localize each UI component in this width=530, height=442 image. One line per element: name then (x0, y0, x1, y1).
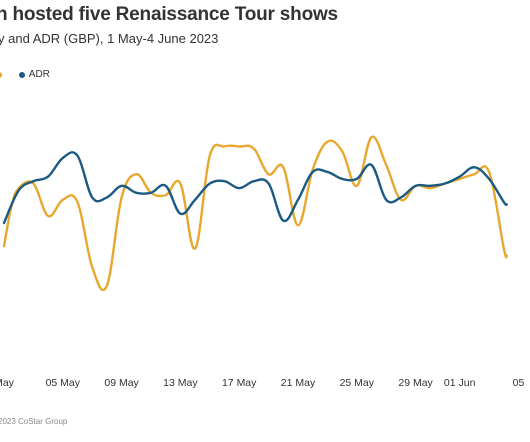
chart-title: n hosted five Renaissance Tour shows (0, 4, 338, 25)
series-line-occupancy (2, 135, 508, 292)
x-tick-label: 05 May (46, 377, 81, 389)
legend: ADR (0, 69, 60, 81)
series-layer (2, 135, 508, 292)
x-tick-label: 05 (513, 377, 525, 389)
series-line-adr (2, 151, 508, 225)
x-tick-label: 17 May (222, 377, 257, 389)
x-tick-label: 09 May (104, 377, 139, 389)
legend-item-adr[interactable]: ADR (18, 69, 50, 80)
x-tick-label: 21 May (281, 377, 316, 389)
x-tick-label: May (0, 377, 15, 389)
chart-subtitle: y and ADR (GBP), 1 May-4 June 2023 (0, 31, 219, 46)
legend-dot-occupancy (0, 71, 2, 78)
x-tick-label: 01 Jun (444, 377, 476, 389)
x-tick-label: 29 May (398, 377, 433, 389)
legend-dot-adr (18, 71, 25, 78)
source-credit: 2023 CoStar Group (0, 417, 68, 426)
x-tick-label: 25 May (340, 377, 375, 389)
legend-item-occupancy[interactable] (0, 71, 6, 78)
x-axis-ticks: May 05 May 09 May 13 May 17 May 21 May 25 May 2… (0, 377, 524, 389)
legend-label-adr: ADR (28, 69, 50, 80)
x-tick-label: 13 May (163, 377, 198, 389)
